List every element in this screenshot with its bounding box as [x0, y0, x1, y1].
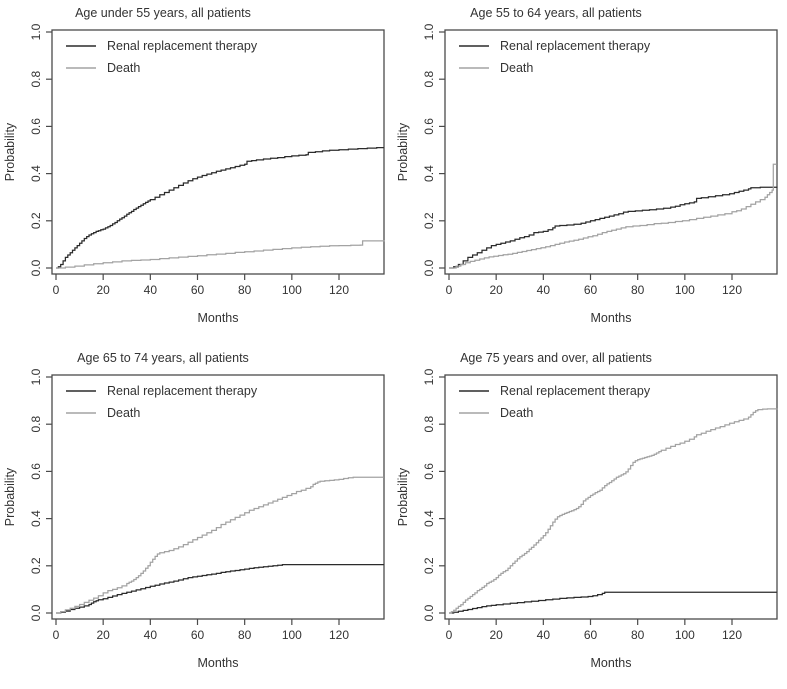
x-tick-label: 80	[238, 283, 252, 297]
legend-label-rrt: Renal replacement therapy	[500, 384, 651, 398]
chart-svg: Age 65 to 74 years, all patients 0 20 40 60 8…	[0, 345, 393, 689]
panel-age-55-64: Age 55 to 64 years, all patients 0 20 40 60 8…	[393, 0, 787, 345]
y-tick-label: 0.6	[29, 463, 43, 480]
legend-label-rrt: Renal replacement therapy	[107, 39, 258, 53]
x-tick-label: 20	[489, 628, 503, 642]
y-tick-label: 0.2	[422, 557, 436, 574]
y-tick-label: 0.0	[422, 259, 436, 276]
y-tick-label: 1.0	[422, 23, 436, 40]
x-tick-label: 60	[191, 283, 205, 297]
x-tick-label: 100	[675, 628, 695, 642]
chart-title: Age 65 to 74 years, all patients	[77, 351, 249, 365]
x-tick-label: 100	[282, 628, 302, 642]
y-tick-label: 1.0	[422, 368, 436, 385]
plot-box	[51, 374, 385, 620]
y-axis-label: Probability	[396, 122, 410, 181]
y-tick-label: 0.8	[422, 71, 436, 88]
plot-box	[444, 29, 778, 275]
series-curve-death	[449, 408, 778, 614]
legend-label-death: Death	[107, 61, 140, 75]
chart-svg: Age under 55 years, all patients 0 20 40 60 8…	[0, 0, 393, 344]
legend-label-rrt: Renal replacement therapy	[107, 384, 258, 398]
x-tick-label: 0	[446, 628, 453, 642]
legend: Renal replacement therapy Death	[66, 39, 258, 75]
legend: Renal replacement therapy Death	[459, 39, 651, 75]
x-tick-label: 60	[191, 628, 205, 642]
y-tick-label: 0.8	[29, 416, 43, 433]
chart-title: Age 55 to 64 years, all patients	[470, 6, 642, 20]
x-tick-label: 120	[722, 283, 742, 297]
y-tick-label: 0.6	[422, 463, 436, 480]
y-tick-label: 0.2	[29, 212, 43, 229]
y-axis-label: Probability	[3, 122, 17, 181]
y-tick-label: 0.6	[29, 118, 43, 135]
panel-age-under-55: Age under 55 years, all patients 0 20 40 60 8…	[0, 0, 393, 345]
legend-label-rrt: Renal replacement therapy	[500, 39, 651, 53]
y-axis-label: Probability	[3, 467, 17, 526]
legend-label-death: Death	[500, 406, 533, 420]
y-tick-label: 0.6	[422, 118, 436, 135]
y-tick-label: 0.4	[29, 510, 43, 527]
series-curve-death	[56, 476, 384, 614]
legend: Renal replacement therapy Death	[66, 384, 258, 420]
y-axis-label: Probability	[396, 467, 410, 526]
x-tick-label: 60	[584, 628, 598, 642]
y-tick-label: 0.0	[422, 604, 436, 621]
series-curve-rrt	[449, 591, 777, 614]
legend-label-death: Death	[500, 61, 533, 75]
legend-label-death: Death	[107, 406, 140, 420]
y-tick-label: 0.4	[422, 510, 436, 527]
x-axis-label: Months	[591, 656, 632, 670]
y-tick-label: 1.0	[29, 23, 43, 40]
y-tick-label: 0.4	[422, 165, 436, 182]
series-curve-death	[449, 163, 777, 269]
panel-age-75-over: Age 75 years and over, all patients 0 20 40…	[393, 345, 787, 689]
x-tick-label: 120	[722, 628, 742, 642]
x-tick-label: 20	[489, 283, 503, 297]
x-tick-label: 80	[631, 283, 645, 297]
chart-svg: Age 55 to 64 years, all patients 0 20 40 60 8…	[393, 0, 786, 344]
chart-title: Age 75 years and over, all patients	[460, 351, 652, 365]
x-tick-label: 0	[446, 283, 453, 297]
x-axis-label: Months	[198, 656, 239, 670]
x-tick-label: 80	[631, 628, 645, 642]
x-tick-label: 20	[96, 283, 110, 297]
chart-title: Age under 55 years, all patients	[75, 6, 251, 20]
x-tick-label: 100	[282, 283, 302, 297]
y-tick-label: 0.2	[422, 212, 436, 229]
x-tick-label: 0	[53, 283, 60, 297]
chart-svg: Age 75 years and over, all patients 0 20 40…	[393, 345, 786, 689]
x-tick-label: 40	[537, 628, 551, 642]
plot-box	[444, 374, 778, 620]
x-tick-label: 40	[537, 283, 551, 297]
y-tick-label: 0.4	[29, 165, 43, 182]
x-axis-label: Months	[198, 311, 239, 325]
plot-box	[51, 29, 385, 275]
x-tick-label: 60	[584, 283, 598, 297]
x-axis-label: Months	[591, 311, 632, 325]
y-tick-label: 0.8	[29, 71, 43, 88]
legend: Renal replacement therapy Death	[459, 384, 651, 420]
y-tick-label: 0.0	[29, 604, 43, 621]
x-tick-label: 100	[675, 283, 695, 297]
x-tick-label: 80	[238, 628, 252, 642]
y-tick-label: 0.8	[422, 416, 436, 433]
x-tick-label: 0	[53, 628, 60, 642]
x-tick-label: 20	[96, 628, 110, 642]
y-tick-label: 0.2	[29, 557, 43, 574]
x-tick-label: 40	[144, 628, 158, 642]
x-tick-label: 120	[329, 283, 349, 297]
series-curve-death	[56, 240, 385, 269]
series-curve-rrt	[449, 186, 778, 269]
x-tick-label: 120	[329, 628, 349, 642]
y-tick-label: 1.0	[29, 368, 43, 385]
series-curve-rrt	[56, 146, 384, 269]
x-tick-label: 40	[144, 283, 158, 297]
series-curve-rrt	[56, 563, 384, 614]
panel-age-65-74: Age 65 to 74 years, all patients 0 20 40 60 8…	[0, 345, 393, 689]
y-tick-label: 0.0	[29, 259, 43, 276]
